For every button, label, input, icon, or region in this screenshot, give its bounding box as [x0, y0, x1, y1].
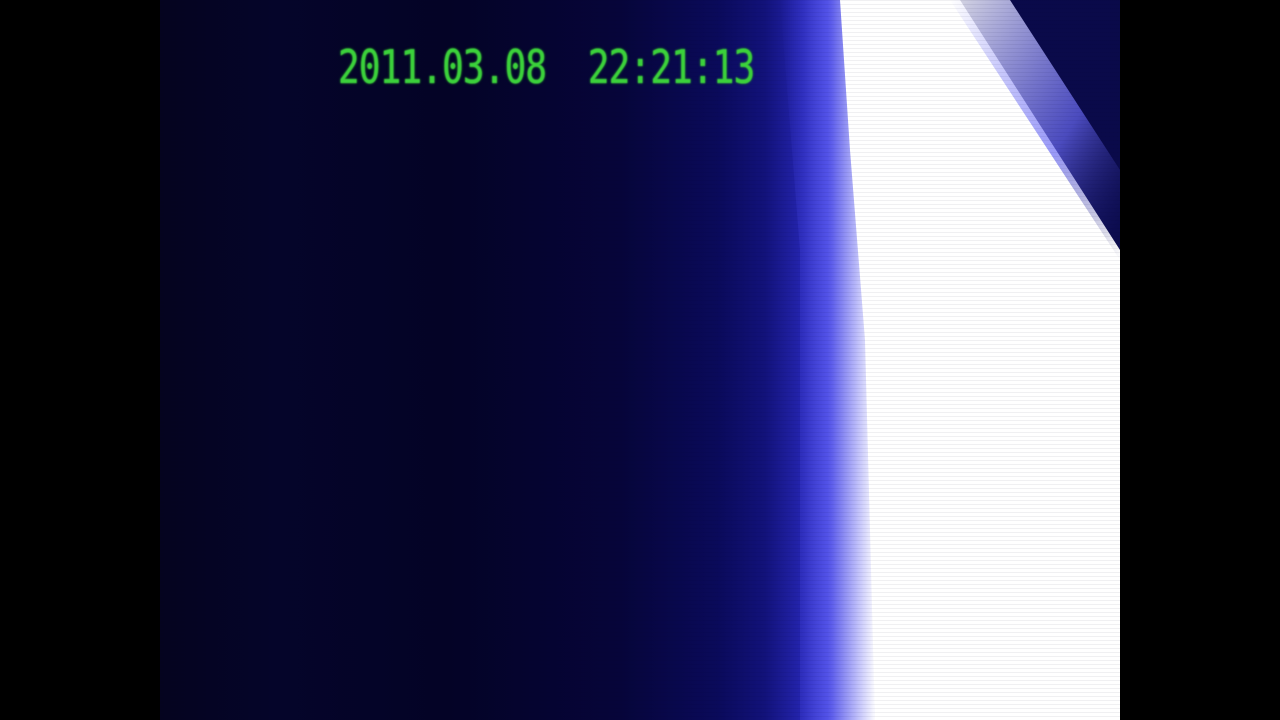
light-region — [780, 0, 1120, 720]
timestamp-overlay: 2011.03.08 22:21:13 — [338, 40, 755, 94]
camera-frame: 2011.03.08 22:21:13 — [160, 0, 1120, 720]
